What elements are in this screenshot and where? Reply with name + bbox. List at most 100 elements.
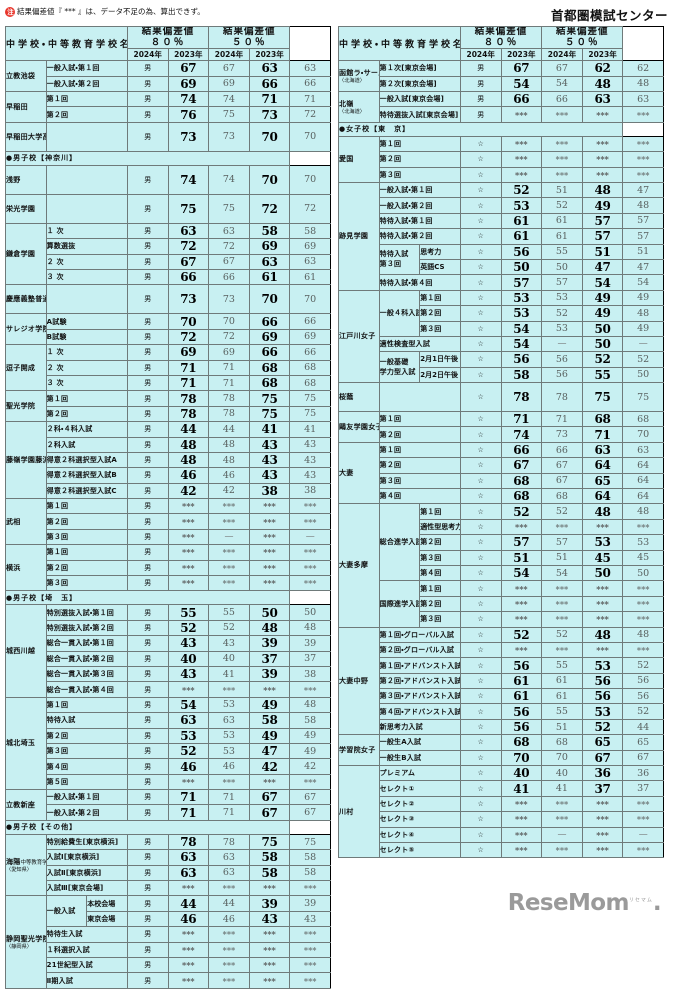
male-symbol-icon: 男 [126,833,169,851]
school-name-cell: 愛国 [338,135,380,183]
exam-label: B試験 [45,328,128,346]
deviation-value: 53 [208,727,250,744]
exam-label: ２科入試 [45,436,128,453]
deviation-value: 53 [581,657,624,674]
deviation-value: 66 [541,91,583,108]
exam-label: セレクト① [378,780,461,797]
deviation-value: 74 [208,164,250,195]
table-row: 北嶺 〈北海道〉 一般入試[東京会場] 男 66 66 63 63 [338,91,664,123]
deviation-value: *** [167,773,210,791]
deviation-value: *** [500,595,543,613]
male-symbol-icon: 男 [126,773,169,791]
deviation-value: 47 [581,258,624,276]
exam-label: 適性検査型入試 [378,335,461,353]
deviation-value: *** [208,513,250,530]
school-name-cell: 立教新座 [5,789,47,821]
deviation-value: *** [541,106,583,123]
deviation-value: 43 [208,635,250,652]
table-row: ２ 次男 67 67 63 63 [6,253,331,270]
table-row: 得意２科選択型入試B 男 46 46 43 43 [6,467,331,484]
female-symbol-icon: ☆ [459,411,502,428]
deviation-value: *** [541,580,583,597]
male-symbol-icon: 男 [126,544,169,561]
exam-label [45,121,128,152]
deviation-value: 50 [581,335,624,353]
deviation-value: *** [500,795,543,813]
deviation-value: 75 [248,390,291,407]
exam-sub-label: 第４回 [419,564,461,582]
table-row: 大妻多摩 総合進学入試 第１回 ☆ 52 52 48 48 [338,503,664,628]
deviation-value: 55 [541,703,583,720]
table-row: セレクト④ ☆ *** — *** — [339,826,664,844]
deviation-value: 39 [248,665,291,683]
deviation-value: *** [581,166,624,183]
deviation-value: 75 [167,193,210,224]
deviation-value: 63 [167,222,210,240]
table-row: 第２回・グローバル入試 ☆ *** *** *** *** [339,641,664,659]
deviation-value: 55 [541,243,583,260]
deviation-value: — [208,528,250,546]
table-row: 横浜 第１回男 *** *** *** *** [5,544,331,592]
male-symbol-icon: 男 [126,972,169,989]
exam-sub-label: 第１回 [419,503,461,520]
deviation-value: 76 [167,106,210,123]
table-row: 第４回・アドバンスト入試 ☆ 56 55 53 52 [339,703,664,720]
male-symbol-icon: 男 [126,513,169,530]
exam-sub-label: 第３回 [419,611,461,628]
deviation-value: 38 [248,482,291,500]
female-symbol-icon: ☆ [459,518,502,536]
deviation-value: 70 [167,313,210,330]
exam-label: 一般入試・第２回 [45,75,128,93]
exam-label: セレクト⑤ [378,841,461,859]
deviation-value: *** [581,580,624,597]
deviation-value: *** [208,880,250,897]
deviation-value: 65 [581,472,624,490]
male-symbol-icon: 男 [126,359,169,376]
exam-label: 特待入試・第１回 [378,212,461,230]
deviation-value: 72 [289,106,331,123]
deviation-value: 75 [248,405,291,423]
table-row: 新思考力入試 ☆ 56 51 52 44 [339,718,664,736]
male-symbol-icon: 男 [126,498,169,515]
exam-group-label: 国際進学入試 [378,580,421,628]
deviation-value: 48 [622,197,664,214]
female-symbol-icon: ☆ [459,488,502,505]
male-symbol-icon: 男 [126,895,169,912]
deviation-value: 45 [581,549,624,566]
deviation-value: 67 [248,804,291,821]
deviation-value: 68 [622,411,664,428]
table-row: 栄光学園男 75 75 72 72 [5,193,331,224]
male-symbol-icon: 男 [126,284,169,315]
deviation-value: *** [581,811,624,828]
deviation-value: 78 [167,833,210,851]
table-row: 適性型思考力 ☆ *** *** *** *** [339,518,664,536]
deviation-value: *** [541,518,583,536]
school-name-cell: 鎌倉学園 [5,222,47,286]
deviation-value: — [541,335,583,353]
table-header-row: 中学校・中等教育学校名 結果偏差値 ８０％ 結果偏差値 ５０％ [338,25,664,62]
exam-label: 特待生入試 [45,926,128,943]
exam-label: ３ 次 [45,268,128,286]
deviation-value: 50 [581,320,624,337]
table-row: 得意２科選択型入試A 男 48 48 43 43 [6,451,331,469]
deviation-value: 67 [248,789,291,806]
deviation-value: 37 [622,780,664,797]
male-symbol-icon: 男 [126,956,169,974]
table-row: 愛国 第１回 ☆ *** *** *** *** [338,135,664,183]
deviation-value: 75 [208,193,250,224]
deviation-value: 64 [622,457,664,474]
deviation-value: *** [167,926,210,943]
female-symbol-icon: ☆ [459,534,502,551]
deviation-value: *** [500,580,543,597]
deviation-value: *** [581,106,624,123]
exam-label: 第３回 [45,528,128,546]
table-header-years: 2024年 2023年 2024年 2023年 [339,48,664,62]
exam-sub-label: 第２回 [419,595,461,613]
deviation-value: *** [500,518,543,536]
exam-label: 総合一貫入試・第２回 [45,650,128,667]
note-badge-icon: 注 [5,7,15,17]
female-symbol-icon: ☆ [459,549,502,566]
table-row: 城西川越 特別選抜入試・第１回男 55 55 50 50 [5,604,331,698]
deviation-value: 68 [541,488,583,505]
deviation-value: 66 [541,441,583,459]
